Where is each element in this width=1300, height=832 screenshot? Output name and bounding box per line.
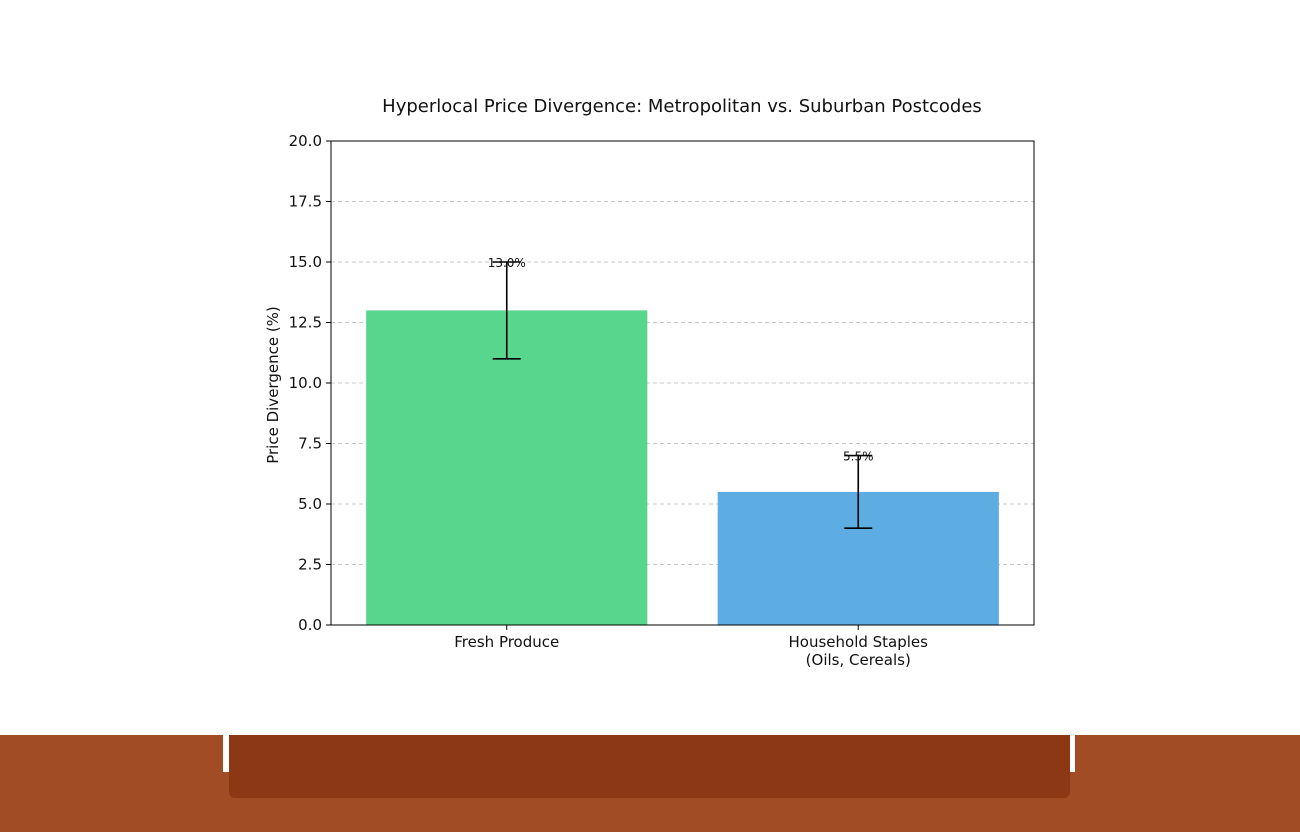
chart-area: Hyperlocal Price Divergence: Metropolita… — [264, 96, 1035, 669]
y-tick-label: 15.0 — [289, 253, 322, 271]
data-label: 13.0% — [488, 256, 526, 270]
y-tick-label: 0.0 — [298, 616, 322, 634]
bottom-decor-panel — [229, 735, 1070, 798]
y-tick-label: 5.0 — [298, 495, 322, 513]
y-tick-label: 12.5 — [289, 314, 322, 332]
strip-gap-right — [1069, 735, 1075, 772]
y-tick-label: 10.0 — [289, 374, 322, 392]
x-tick-label: Fresh Produce — [454, 633, 559, 651]
y-tick-label: 17.5 — [289, 193, 322, 211]
data-label: 5.5% — [843, 450, 874, 464]
x-tick-label: (Oils, Cereals) — [806, 651, 911, 669]
x-tick-label: Household Staples — [789, 633, 929, 651]
y-tick-label: 2.5 — [298, 556, 322, 574]
strip-gap-left — [223, 735, 229, 772]
chart-title: Hyperlocal Price Divergence: Metropolita… — [382, 96, 982, 117]
bar-chart: Hyperlocal Price Divergence: Metropolita… — [264, 96, 1035, 669]
tick-layer: 0.0 2.5 5.0 7.5 10.0 12.5 15.0 17.5 20.0 Fresh Pr… — [289, 132, 929, 669]
y-tick-label: 7.5 — [298, 435, 322, 453]
bar — [366, 310, 648, 625]
grid-layer — [331, 201, 1034, 565]
y-tick-label: 20.0 — [289, 132, 322, 150]
bar-layer: 13.0% 5.5% — [366, 256, 999, 625]
y-axis-title: Price Divergence (%) — [264, 306, 282, 464]
